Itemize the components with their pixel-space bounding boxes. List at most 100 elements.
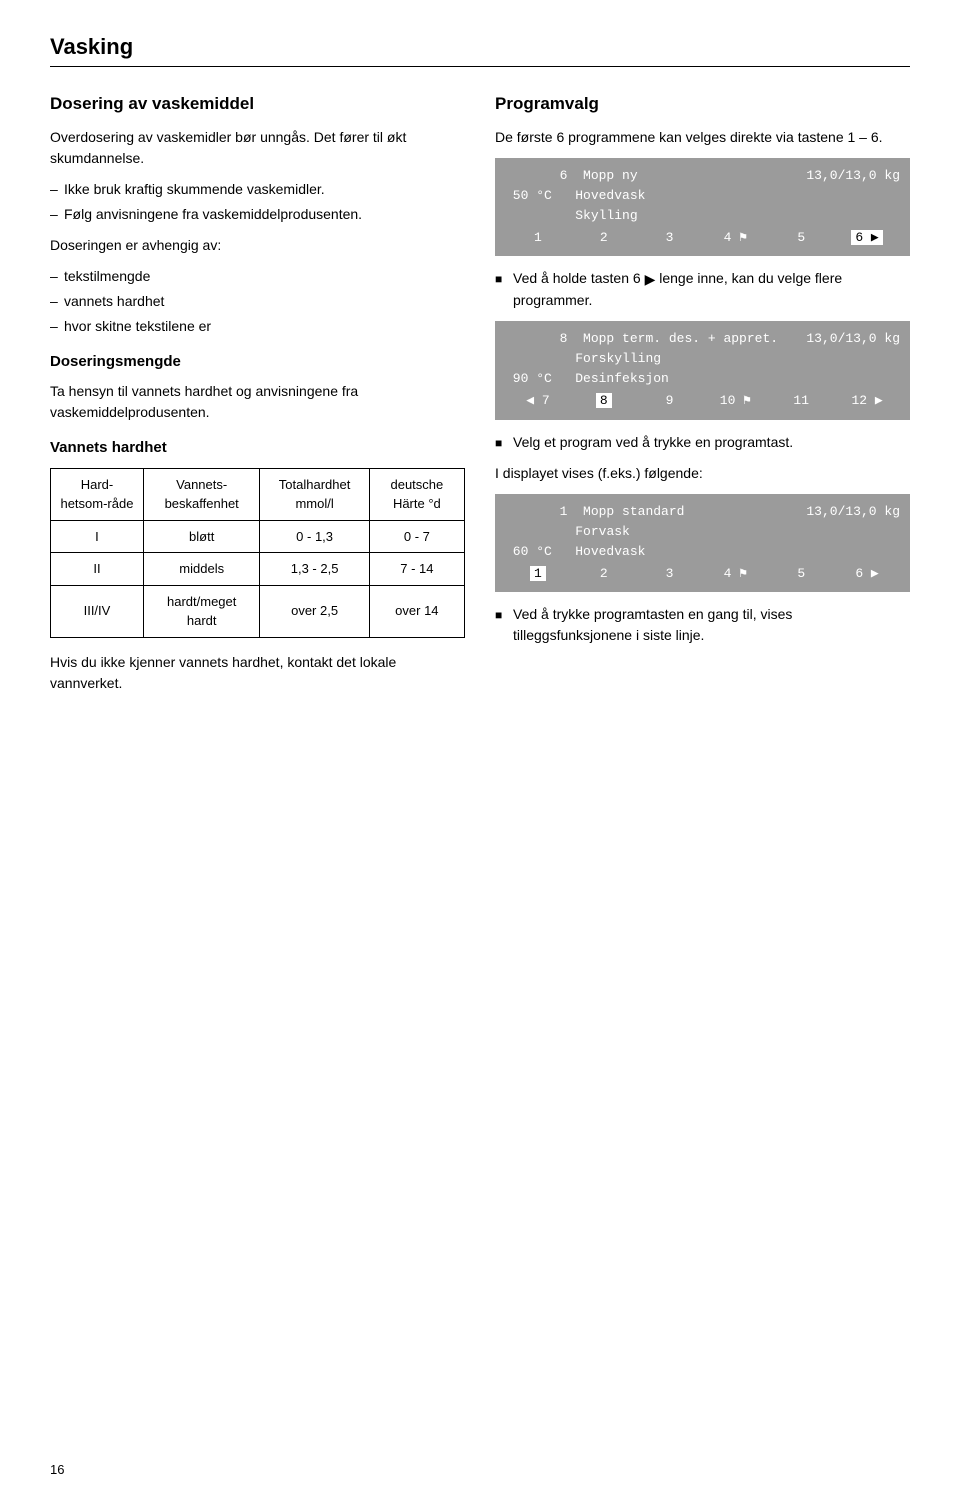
col-header: Vannets-beskaffenhet <box>143 468 260 520</box>
nav-item: 12 ▶ <box>834 391 900 411</box>
nav-item: 10 ⚑ <box>702 391 768 411</box>
nav-item: 11 <box>768 391 834 411</box>
play-icon: ▶ <box>645 269 656 290</box>
display-num: 6 <box>505 166 567 186</box>
display-spacer <box>505 522 567 542</box>
cell: II <box>51 553 144 586</box>
list-text: Følg anvisningene fra vaskemiddelproduse… <box>64 204 362 225</box>
display-row: 1 Mopp standard 13,0/13,0 kg <box>505 502 900 522</box>
cell: bløtt <box>143 520 260 553</box>
dash-icon: – <box>50 179 64 200</box>
instruction-text: Velg et program ved å trykke en programt… <box>513 432 793 453</box>
display-3: 1 Mopp standard 13,0/13,0 kg Forvask 60 … <box>495 494 910 593</box>
program-intro: De første 6 programmene kan velges direk… <box>495 127 910 148</box>
nav-item: 1 <box>505 564 571 584</box>
display-stage: Skylling <box>567 206 900 226</box>
instruction-item: ■ Ved å trykke programtasten en gang til… <box>495 604 910 646</box>
table-row: II middels 1,3 - 2,5 7 - 14 <box>51 553 465 586</box>
display-row: 8 Mopp term. des. + appret. 13,0/13,0 kg <box>505 329 900 349</box>
nav-item: 2 <box>571 228 637 248</box>
display-row: Forvask <box>505 522 900 542</box>
display-nav: ◀ 7 8 9 10 ⚑ 11 12 ▶ <box>505 391 900 411</box>
nav-item: 3 <box>637 564 703 584</box>
cell: 0 - 7 <box>369 520 464 553</box>
display-program: Mopp ny <box>567 166 806 186</box>
dash-icon: – <box>50 266 64 287</box>
cell: hardt/meget hardt <box>143 585 260 637</box>
dash-icon: – <box>50 291 64 312</box>
list-text: tekstilmengde <box>64 266 150 287</box>
display-1: 6 Mopp ny 13,0/13,0 kg 50 °C Hovedvask S… <box>495 158 910 257</box>
list-text: Ikke bruk kraftig skummende vaskemidler. <box>64 179 325 200</box>
display-spacer <box>505 349 567 369</box>
program-heading: Programvalg <box>495 91 910 117</box>
dosing-amount-heading: Doseringsmengde <box>50 351 465 374</box>
square-bullet-icon: ■ <box>495 432 513 452</box>
display-stage: Hovedvask <box>552 186 900 206</box>
instruction-list: ■ Ved å holde tasten 6 ▶ lenge inne, kan… <box>495 268 910 311</box>
instruction-text: Ved å holde tasten 6 ▶ lenge inne, kan d… <box>513 268 910 311</box>
instruction-list: ■ Ved å trykke programtasten en gang til… <box>495 604 910 646</box>
cell: 0 - 1,3 <box>260 520 369 553</box>
hardness-table: Hard-hetsom-råde Vannets-beskaffenhet To… <box>50 468 465 638</box>
display-row: 6 Mopp ny 13,0/13,0 kg <box>505 166 900 186</box>
col-header: deutsche Härte °d <box>369 468 464 520</box>
dosing-heading: Dosering av vaskemiddel <box>50 91 465 117</box>
table-row: I bløtt 0 - 1,3 0 - 7 <box>51 520 465 553</box>
list-item: –tekstilmengde <box>50 266 465 287</box>
list-item: –vannets hardhet <box>50 291 465 312</box>
list-text: vannets hardhet <box>64 291 164 312</box>
page-number: 16 <box>50 1460 64 1480</box>
nav-item: 5 <box>768 228 834 248</box>
list-item: –hvor skitne tekstilene er <box>50 316 465 337</box>
page-title: Vasking <box>50 30 910 67</box>
display-program: Mopp standard <box>567 502 806 522</box>
dash-icon: – <box>50 316 64 337</box>
cell: over 14 <box>369 585 464 637</box>
square-bullet-icon: ■ <box>495 604 513 624</box>
nav-item: 8 <box>571 391 637 411</box>
display-spacer <box>505 206 567 226</box>
nav-item: ◀ 7 <box>505 391 571 411</box>
display-row: 60 °C Hovedvask <box>505 542 900 562</box>
nav-item: 1 <box>505 228 571 248</box>
display-example-label: I displayet vises (f.eks.) følgende: <box>495 463 910 484</box>
instruction-text: Ved å trykke programtasten en gang til, … <box>513 604 910 646</box>
list-text: hvor skitne tekstilene er <box>64 316 211 337</box>
display-program: Mopp term. des. + appret. <box>567 329 806 349</box>
cell: III/IV <box>51 585 144 637</box>
display-temp: 50 °C <box>505 186 552 206</box>
cell: 1,3 - 2,5 <box>260 553 369 586</box>
dosing-factors: –tekstilmengde –vannets hardhet –hvor sk… <box>50 266 465 337</box>
display-nav: 1 2 3 4 ⚑ 5 6 ▶ <box>505 564 900 584</box>
water-hardness-heading: Vannets hardhet <box>50 437 465 460</box>
cell: middels <box>143 553 260 586</box>
display-temp: 60 °C <box>505 542 552 562</box>
dosing-depends: Doseringen er avhengig av: <box>50 235 465 256</box>
hardness-note: Hvis du ikke kjenner vannets hardhet, ko… <box>50 652 465 694</box>
dosing-intro: Overdosering av vaskemidler bør unngås. … <box>50 127 465 169</box>
instruction-item: ■ Ved å holde tasten 6 ▶ lenge inne, kan… <box>495 268 910 311</box>
nav-item: 6 ▶ <box>834 228 900 248</box>
display-nav: 1 2 3 4 ⚑ 5 6 ▶ <box>505 228 900 248</box>
display-2: 8 Mopp term. des. + appret. 13,0/13,0 kg… <box>495 321 910 420</box>
table-header-row: Hard-hetsom-råde Vannets-beskaffenhet To… <box>51 468 465 520</box>
display-weight: 13,0/13,0 kg <box>806 166 900 186</box>
table-row: III/IV hardt/meget hardt over 2,5 over 1… <box>51 585 465 637</box>
nav-item: 5 <box>768 564 834 584</box>
nav-item: 9 <box>637 391 703 411</box>
col-header: Hard-hetsom-råde <box>51 468 144 520</box>
cell: I <box>51 520 144 553</box>
content-columns: Dosering av vaskemiddel Overdosering av … <box>50 91 910 704</box>
cell: 7 - 14 <box>369 553 464 586</box>
display-stage: Desinfeksjon <box>552 369 900 389</box>
list-item: –Følg anvisningene fra vaskemiddelprodus… <box>50 204 465 225</box>
display-temp: 90 °C <box>505 369 552 389</box>
dosing-amount-text: Ta hensyn til vannets hardhet og anvisni… <box>50 381 465 423</box>
square-bullet-icon: ■ <box>495 268 513 288</box>
display-stage: Forskylling <box>567 349 900 369</box>
display-row: Skylling <box>505 206 900 226</box>
instruction-item: ■ Velg et program ved å trykke en progra… <box>495 432 910 453</box>
cell: over 2,5 <box>260 585 369 637</box>
right-column: Programvalg De første 6 programmene kan … <box>495 91 910 704</box>
